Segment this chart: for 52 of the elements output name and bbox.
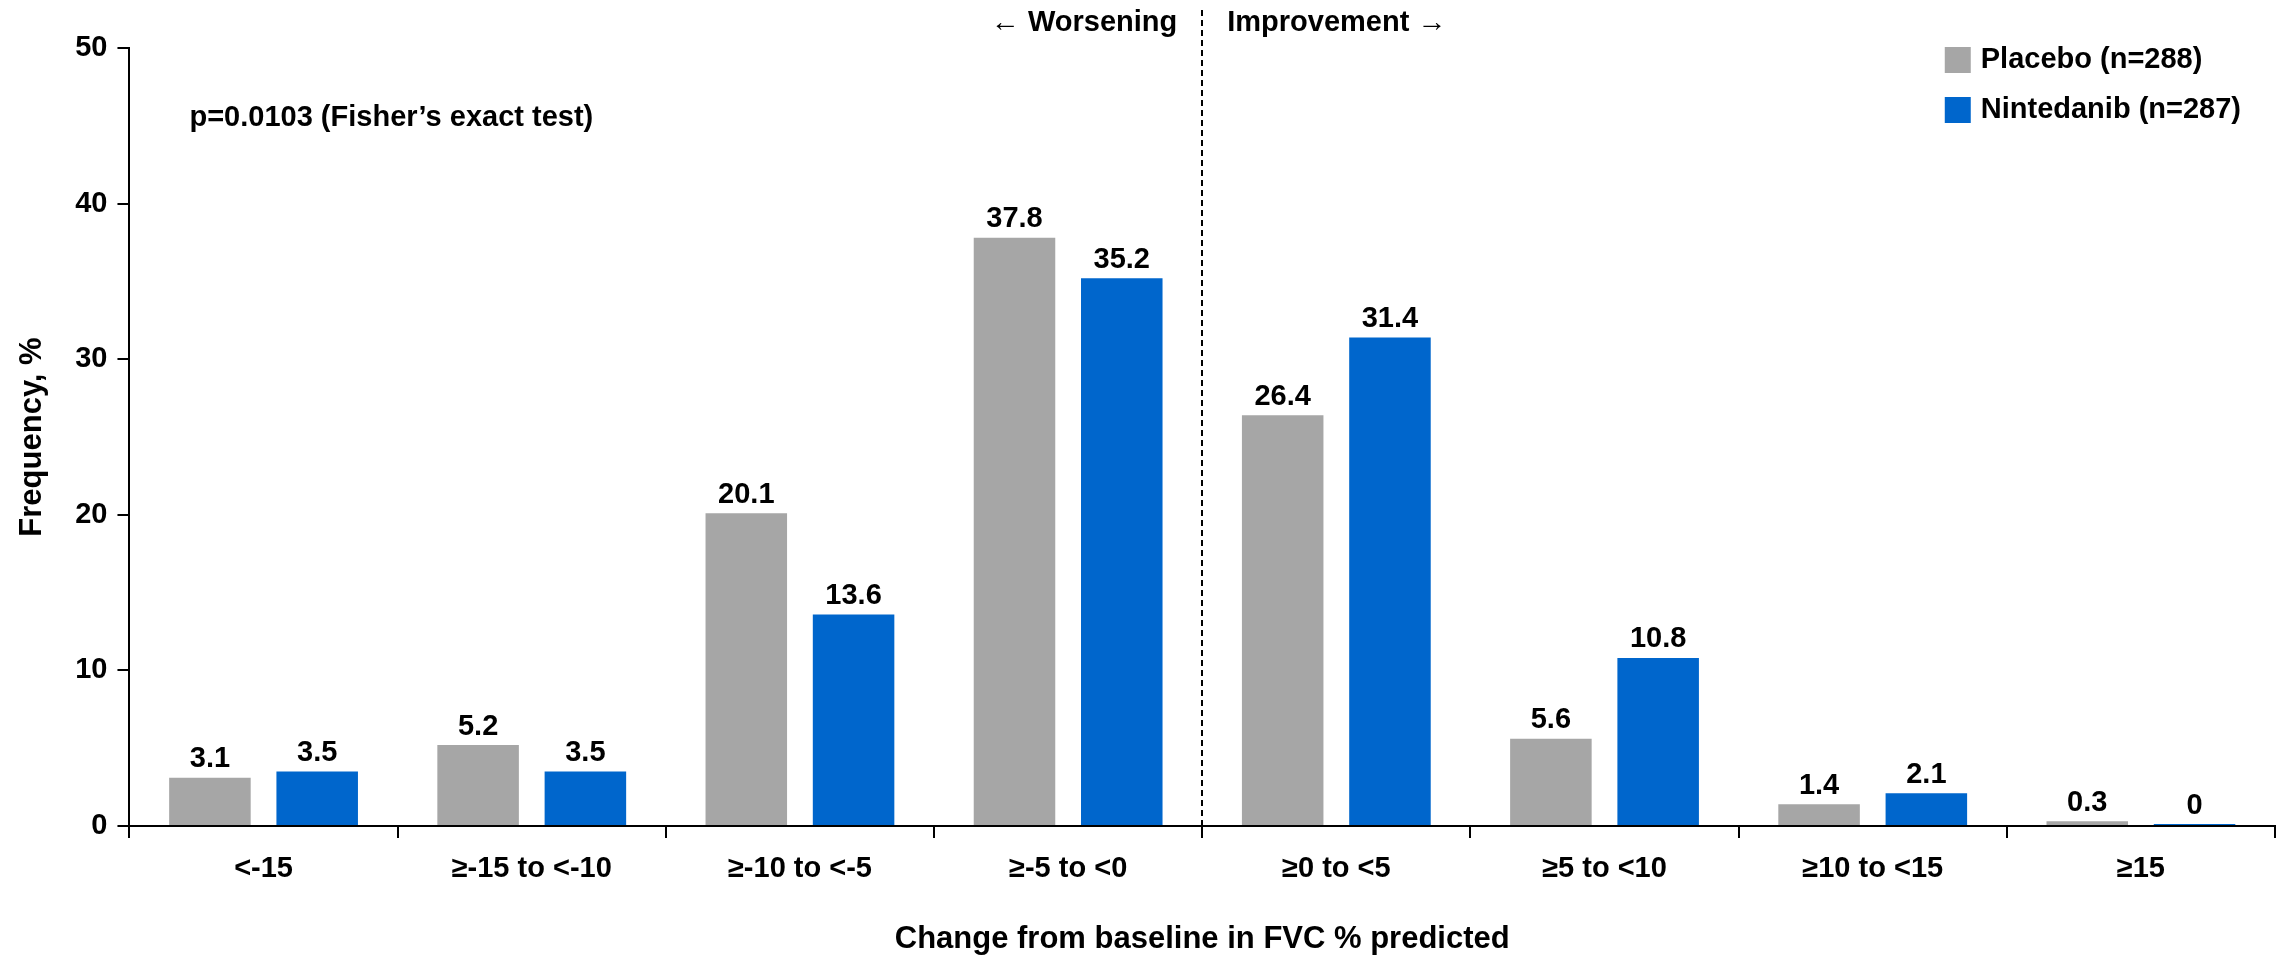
bar: [1081, 278, 1163, 825]
data-label: 13.6: [825, 577, 882, 610]
text: ← Worsening: [990, 5, 1178, 37]
data-label: 0: [2186, 787, 2203, 820]
data-label: 35.2: [1093, 241, 1150, 274]
data-label: 26.4: [1254, 378, 1311, 411]
y-axis-title: Frequency, %: [13, 337, 49, 537]
data-label: 10.8: [1629, 621, 1687, 654]
y-tick-label: 40: [75, 185, 108, 218]
bar: [276, 771, 358, 825]
bar: [705, 513, 788, 825]
x-tick-label: ≥-15 to <-10: [451, 851, 612, 884]
x-tick-label: ≥0 to <5: [1282, 851, 1391, 884]
legend-label: Nintedanib (n=287): [1980, 92, 2242, 124]
bar: [437, 745, 519, 825]
y-tick-label: 10: [75, 652, 108, 685]
x-tick-label: ≥-5 to <0: [1009, 851, 1128, 884]
bar: [1778, 804, 1860, 825]
x-axis-title: Change from baseline in FVC % predicted: [894, 919, 1510, 955]
y-tick-label: 20: [75, 496, 108, 529]
legend-label: Placebo (n=288): [1980, 42, 2203, 74]
x-tick-label: <-15: [234, 851, 293, 884]
data-label: 5.2: [457, 708, 499, 741]
bar: [1617, 657, 1699, 825]
data-label: 3.5: [297, 735, 338, 768]
bar: [544, 771, 627, 825]
annotation: p=0.0103 (Fisher’s exact test): [189, 100, 594, 132]
data-label: 37.8: [986, 201, 1043, 234]
bar: [1885, 793, 1968, 825]
bar: [169, 777, 251, 825]
x-tick-label: ≥10 to <15: [1802, 851, 1944, 884]
bar: [1510, 738, 1592, 825]
x-tick-label: ≥15: [2116, 851, 2165, 884]
bar: [812, 614, 895, 825]
data-label: 0.3: [2067, 784, 2108, 817]
data-label: 3.5: [565, 735, 606, 768]
x-tick-label: ≥5 to <10: [1542, 851, 1667, 884]
y-tick-label: 50: [75, 30, 108, 62]
data-label: 2.1: [1906, 756, 1947, 789]
data-label: 3.1: [189, 741, 231, 774]
data-label: 20.1: [718, 476, 775, 509]
data-label: 1.4: [1798, 767, 1840, 800]
bar: [973, 237, 1056, 825]
y-tick-label: 0: [91, 808, 108, 840]
text: Improvement →: [1227, 5, 1447, 37]
y-tick-label: 30: [75, 341, 108, 374]
data-label: 5.6: [1530, 702, 1572, 735]
bar: [1349, 337, 1431, 825]
x-tick-label: ≥-10 to <-5: [727, 851, 872, 884]
bar: [2046, 821, 2129, 825]
bar: [1241, 415, 1324, 825]
data-label: 31.4: [1361, 300, 1419, 333]
